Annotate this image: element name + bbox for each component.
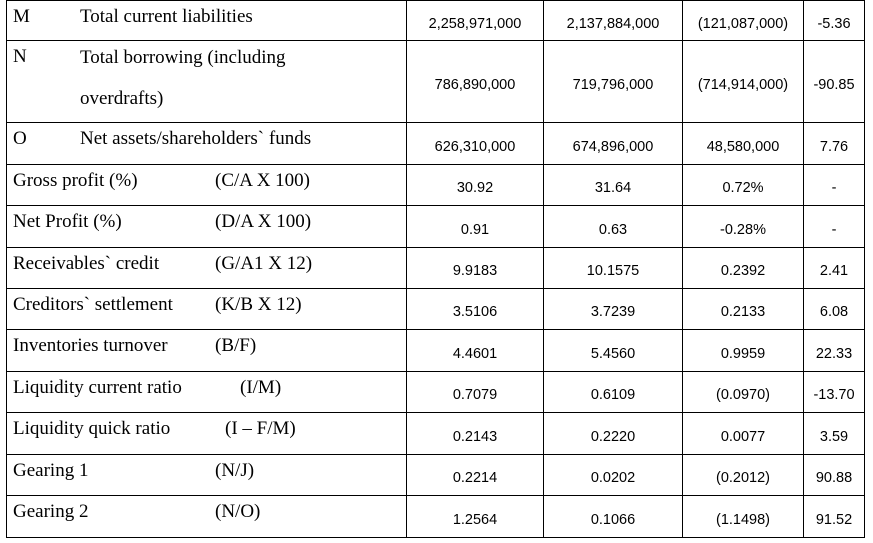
percent-change: 90.88 [803,454,865,496]
row-formula: (C/A X 100) [215,170,310,191]
value-year-1: 2,258,971,000 [406,0,544,41]
row-label-cell: Inventories turnover (B/F) [6,329,407,372]
row-formula: (D/A X 100) [215,211,312,232]
percent-change: -90.85 [803,40,865,123]
row-name: Net Profit (%) [13,211,122,232]
change-value: 48,580,000 [682,122,804,165]
value-year-1: 1.2564 [406,495,544,538]
value-year-2: 10.1575 [543,247,683,289]
row-name: Liquidity quick ratio [13,418,171,439]
table-row-gearing-2: Gearing 2 (N/O) 1.2564 0.1066 (1.1498) 9… [6,495,865,538]
row-formula: (K/B X 12) [215,294,302,315]
percent-change: 22.33 [803,329,865,372]
value-year-1: 0.2214 [406,454,544,496]
value-year-1: 30.92 [406,164,544,206]
table-row-net-profit: Net Profit (%) (D/A X 100) 0.91 0.63 -0.… [6,205,865,248]
table-row-gearing-1: Gearing 1 (N/J) 0.2214 0.0202 (0.2012) 9… [6,454,865,496]
table-row-liquidity-current-ratio: Liquidity current ratio (I/M) 0.7079 0.6… [6,371,865,413]
row-code: N [13,46,27,67]
row-label-cell: Liquidity quick ratio (I – F/M) [6,412,407,455]
change-value: 0.2392 [682,247,804,289]
change-value: -0.28% [682,205,804,248]
row-name: Gearing 2 [13,501,89,522]
value-year-2: 5.4560 [543,329,683,372]
row-formula: (N/J) [215,460,255,481]
table-row-n: N Total borrowing (including overdrafts)… [6,40,865,123]
row-name: Liquidity current ratio [13,377,182,398]
change-value: (0.0970) [682,371,804,413]
change-value: 0.0077 [682,412,804,455]
percent-change: - [803,205,865,248]
row-label-cell: N Total borrowing (including overdrafts) [6,40,407,123]
percent-change: -13.70 [803,371,865,413]
value-year-1: 3.5106 [406,288,544,330]
value-year-2: 31.64 [543,164,683,206]
financial-ratios-table: M Total current liabilities 2,258,971,00… [6,0,865,538]
table-row-m: M Total current liabilities 2,258,971,00… [6,0,865,41]
row-label-cell: M Total current liabilities [6,0,407,41]
change-value: (0.2012) [682,454,804,496]
row-formula: (G/A1 X 12) [215,253,313,274]
row-label-cell: Gearing 2 (N/O) [6,495,407,538]
row-formula: (I – F/M) [225,418,296,439]
percent-change: 7.76 [803,122,865,165]
value-year-2: 674,896,000 [543,122,683,165]
value-year-2: 0.6109 [543,371,683,413]
row-label-cell: Receivables` credit (G/A1 X 12) [6,247,407,289]
table-row-gross-profit: Gross profit (%) (C/A X 100) 30.92 31.64… [6,164,865,206]
value-year-1: 0.7079 [406,371,544,413]
percent-change: - [803,164,865,206]
value-year-2: 0.63 [543,205,683,248]
change-value: (121,087,000) [682,0,804,41]
value-year-1: 0.91 [406,205,544,248]
row-formula: (I/M) [240,377,282,398]
value-year-1: 4.4601 [406,329,544,372]
row-name: Inventories turnover [13,335,168,356]
row-name: Gross profit (%) [13,170,138,191]
value-year-1: 0.2143 [406,412,544,455]
table-row-liquidity-quick-ratio: Liquidity quick ratio (I – F/M) 0.2143 0… [6,412,865,455]
change-value: 0.2133 [682,288,804,330]
row-name: Creditors` settlement [13,294,173,315]
row-label-cell: Liquidity current ratio (I/M) [6,371,407,413]
row-formula: (N/O) [215,501,261,522]
percent-change: 3.59 [803,412,865,455]
row-name: Total borrowing (including overdrafts) [80,47,286,109]
row-code: O [13,128,27,149]
percent-change: 2.41 [803,247,865,289]
row-name: Net assets/shareholders` funds [80,128,312,149]
percent-change: 91.52 [803,495,865,538]
value-year-2: 2,137,884,000 [543,0,683,41]
value-year-2: 0.0202 [543,454,683,496]
value-year-1: 9.9183 [406,247,544,289]
value-year-2: 719,796,000 [543,40,683,123]
row-label-cell: Net Profit (%) (D/A X 100) [6,205,407,248]
row-name: Receivables` credit [13,253,160,274]
table-row-receivables-credit: Receivables` credit (G/A1 X 12) 9.9183 1… [6,247,865,289]
row-label-cell: Creditors` settlement (K/B X 12) [6,288,407,330]
value-year-1: 626,310,000 [406,122,544,165]
change-value: (1.1498) [682,495,804,538]
table-row-creditors-settlement: Creditors` settlement (K/B X 12) 3.5106 … [6,288,865,330]
row-formula: (B/F) [215,335,257,356]
row-label-cell: Gross profit (%) (C/A X 100) [6,164,407,206]
table-row-o: O Net assets/shareholders` funds 626,310… [6,122,865,165]
row-label-cell: O Net assets/shareholders` funds [6,122,407,165]
row-name: Total current liabilities [80,6,253,27]
table-row-inventories-turnover: Inventories turnover (B/F) 4.4601 5.4560… [6,329,865,372]
change-value: (714,914,000) [682,40,804,123]
value-year-2: 0.2220 [543,412,683,455]
row-label-cell: Gearing 1 (N/J) [6,454,407,496]
value-year-2: 0.1066 [543,495,683,538]
value-year-1: 786,890,000 [406,40,544,123]
percent-change: 6.08 [803,288,865,330]
row-code: M [13,6,30,27]
row-name: Gearing 1 [13,460,89,481]
change-value: 0.72% [682,164,804,206]
value-year-2: 3.7239 [543,288,683,330]
percent-change: -5.36 [803,0,865,41]
change-value: 0.9959 [682,329,804,372]
